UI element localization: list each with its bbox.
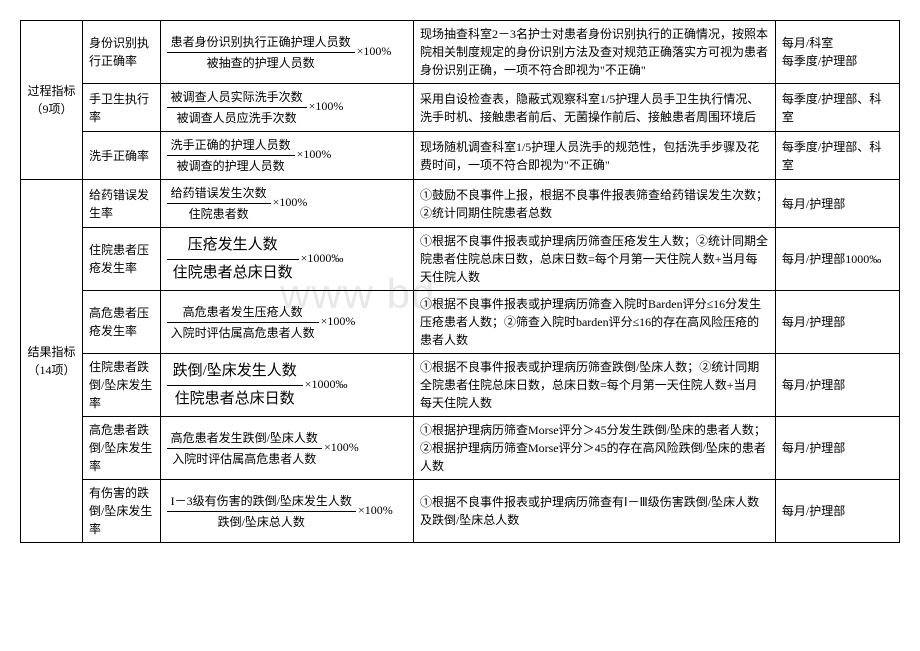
indicator-freq: 每月/护理部 xyxy=(775,480,899,543)
table-row: 高危患者跌倒/坠床发生率 高危患者发生跌倒/坠床人数 入院时评估属高危患者人数 … xyxy=(21,417,900,480)
table-row: 洗手正确率 洗手正确的护理人员数 被调查的护理人员数 ×100% 现场随机调查科… xyxy=(21,132,900,180)
indicator-freq: 每月/护理部 xyxy=(775,291,899,354)
indicator-freq: 每月/护理部 xyxy=(775,180,899,228)
indicator-name: 有伤害的跌倒/坠床发生率 xyxy=(83,480,161,543)
table-row: 住院患者压疮发生率 压疮发生人数 住院患者总床日数 ×1000‰ ①根据不良事件… xyxy=(21,228,900,291)
indicator-formula: 患者身份识别执行正确护理人员数 被抽查的护理人员数 ×100% xyxy=(160,21,413,84)
indicator-name: 手卫生执行率 xyxy=(83,84,161,132)
indicator-formula: 给药错误发生次数 住院患者数 ×100% xyxy=(160,180,413,228)
indicator-name: 给药错误发生率 xyxy=(83,180,161,228)
indicator-desc: 现场随机调查科室1/5护理人员洗手的规范性，包括洗手步骤及花费时间，一项不符合即… xyxy=(413,132,775,180)
table-row: 住院患者跌倒/坠床发生率 跌倒/坠床发生人数 住院患者总床日数 ×1000‰ ①… xyxy=(21,354,900,417)
indicator-name: 住院患者跌倒/坠床发生率 xyxy=(83,354,161,417)
category-process: 过程指标（9项） xyxy=(21,21,83,180)
indicator-freq: 每季度/护理部、科室 xyxy=(775,132,899,180)
indicator-formula: 跌倒/坠床发生人数 住院患者总床日数 ×1000‰ xyxy=(160,354,413,417)
indicator-formula: 洗手正确的护理人员数 被调查的护理人员数 ×100% xyxy=(160,132,413,180)
category-result: 结果指标（14项） xyxy=(21,180,83,543)
table-row: 过程指标（9项） 身份识别执行正确率 患者身份识别执行正确护理人员数 被抽查的护… xyxy=(21,21,900,84)
table-row: 有伤害的跌倒/坠床发生率 I－3级有伤害的跌倒/坠床发生人数 跌倒/坠床总人数 … xyxy=(21,480,900,543)
indicator-freq: 每月/护理部1000‰ xyxy=(775,228,899,291)
indicator-desc: ①根据不良事件报表或护理病历筛查跌倒/坠床人数；②统计同期全院患者住院总床日数，… xyxy=(413,354,775,417)
indicator-name: 洗手正确率 xyxy=(83,132,161,180)
indicator-desc: ①鼓励不良事件上报，根据不良事件报表筛查给药错误发生次数；②统计同期住院患者总数 xyxy=(413,180,775,228)
indicator-freq: 每月/护理部 xyxy=(775,354,899,417)
table-row: 高危患者压疮发生率 高危患者发生压疮人数 入院时评估属高危患者人数 ×100% … xyxy=(21,291,900,354)
indicator-formula: 高危患者发生压疮人数 入院时评估属高危患者人数 ×100% xyxy=(160,291,413,354)
indicator-desc: ①根据不良事件报表或护理病历筛查入院时Barden评分≤16分发生压疮患者人数；… xyxy=(413,291,775,354)
indicator-name: 身份识别执行正确率 xyxy=(83,21,161,84)
table-row: 手卫生执行率 被调查人员实际洗手次数 被调查人员应洗手次数 ×100% 采用自设… xyxy=(21,84,900,132)
indicator-formula: I－3级有伤害的跌倒/坠床发生人数 跌倒/坠床总人数 ×100% xyxy=(160,480,413,543)
indicator-freq: 每季度/护理部、科室 xyxy=(775,84,899,132)
indicator-desc: 采用自设检查表，隐蔽式观察科室1/5护理人员手卫生执行情况、洗手时机、接触患者前… xyxy=(413,84,775,132)
indicator-desc: ①根据不良事件报表或护理病历筛查压疮发生人数；②统计同期全院患者住院总床日数，总… xyxy=(413,228,775,291)
indicator-name: 住院患者压疮发生率 xyxy=(83,228,161,291)
table-row: 结果指标（14项） 给药错误发生率 给药错误发生次数 住院患者数 ×100% ①… xyxy=(21,180,900,228)
indicator-desc: ①根据不良事件报表或护理病历筛查有Ⅰ－Ⅲ级伤害跌倒/坠床人数及跌倒/坠床总人数 xyxy=(413,480,775,543)
indicator-formula: 压疮发生人数 住院患者总床日数 ×1000‰ xyxy=(160,228,413,291)
indicator-desc: ①根据护理病历筛查Morse评分＞45分发生跌倒/坠床的患者人数；②根据护理病历… xyxy=(413,417,775,480)
indicator-desc: 现场抽查科室2－3名护士对患者身份识别执行的正确情况，按照本院相关制度规定的身份… xyxy=(413,21,775,84)
indicators-table: 过程指标（9项） 身份识别执行正确率 患者身份识别执行正确护理人员数 被抽查的护… xyxy=(20,20,900,543)
indicator-freq: 每月/科室每季度/护理部 xyxy=(775,21,899,84)
indicator-freq: 每月/护理部 xyxy=(775,417,899,480)
indicator-name: 高危患者跌倒/坠床发生率 xyxy=(83,417,161,480)
indicator-formula: 高危患者发生跌倒/坠床人数 入院时评估属高危患者人数 ×100% xyxy=(160,417,413,480)
indicator-name: 高危患者压疮发生率 xyxy=(83,291,161,354)
indicator-formula: 被调查人员实际洗手次数 被调查人员应洗手次数 ×100% xyxy=(160,84,413,132)
